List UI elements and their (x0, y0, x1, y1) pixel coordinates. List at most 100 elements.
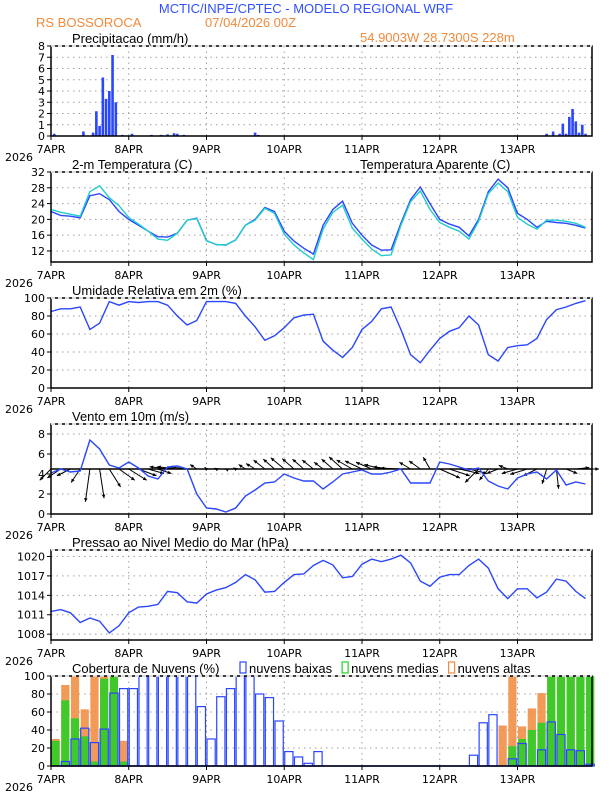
x-year-label: 2026 (5, 151, 33, 164)
x-tick-label: 9APR (192, 269, 221, 282)
y-tick-label: 20 (31, 213, 45, 226)
x-tick-label: 12APR (422, 269, 458, 282)
plot-frame (50, 549, 593, 641)
precip-bar (166, 134, 169, 136)
cloud-bar-nuvens-medias (576, 676, 585, 766)
station-name: RS BOSSOROCA (36, 15, 142, 30)
cloud-bar-nuvens-medias (527, 730, 536, 766)
cloud-bar-nuvens-baixas (216, 696, 226, 767)
x-tick-label: 11APR (344, 143, 380, 156)
cloud-bar-nuvens-baixas (196, 705, 207, 767)
cloud-bar-nuvens-baixas (138, 675, 148, 767)
x-tick-label: 11APR (344, 269, 380, 282)
wind-vector-head (336, 460, 341, 464)
x-tick-label: 10APR (266, 773, 302, 786)
x-tick-label: 10APR (266, 521, 302, 534)
cloud-bar-nuvens-baixas (128, 687, 139, 767)
run-date: 07/04/2026 00Z (205, 15, 296, 30)
wind-vector-head (399, 462, 404, 466)
cloud-bar-nuvens-medias (109, 676, 119, 766)
x-tick-label: 11APR (344, 647, 380, 660)
y-tick-label: 1011 (17, 609, 45, 622)
x-tick-label: 7APR (37, 143, 66, 156)
x-tick-label: 10APR (266, 395, 302, 408)
y-tick-label: 7 (38, 51, 45, 64)
cloud-bar-nuvens-baixas (245, 675, 255, 767)
x-tick-label: 7APR (37, 647, 66, 660)
x-tick-label: 9APR (192, 647, 221, 660)
wind-vector-head (573, 470, 578, 474)
wind-vector-head (465, 472, 470, 477)
x-tick-label: 8APR (114, 647, 143, 660)
precip-bar (95, 111, 98, 136)
wind-vector-head (344, 460, 349, 465)
x-tick-label: 12APR (422, 521, 458, 534)
y-tick-label: 32 (31, 166, 45, 179)
cloud-bar-nuvens-baixas (274, 720, 284, 767)
x-year-label: 2026 (5, 277, 33, 290)
panel-clouds: 0 20 40 60 80 100 7APR 8APR 9APR 10APR 11APR 12APR 1… (5, 661, 595, 792)
series-line-wind (50, 438, 586, 513)
cloud-bar-nuvens-medias (80, 736, 89, 766)
panel-title: Vento em 10m (m/s) (72, 409, 189, 424)
y-tick-label: 5 (38, 74, 45, 87)
x-tick-label: 13APR (500, 647, 536, 660)
x-tick-label: 9APR (192, 521, 221, 534)
x-year-label: 2026 (5, 781, 33, 792)
precip-bar (82, 131, 85, 136)
y-tick-label: 4 (38, 85, 45, 98)
cloud-bar-nuvens-baixas (478, 722, 488, 767)
wind-vector-head (501, 470, 506, 475)
precip-bar (545, 133, 548, 136)
wind-vector-head (142, 476, 147, 481)
y-tick-label: 1008 (17, 628, 45, 641)
cloud-bar-nuvens-baixas (186, 675, 197, 767)
cloud-bar-nuvens-baixas (264, 696, 275, 767)
wind-vector-head (465, 478, 469, 483)
wind-vector-head (486, 470, 491, 474)
wind-vector (439, 468, 461, 479)
precip-bar (114, 102, 118, 136)
y-tick-label: 4 (38, 468, 45, 481)
x-tick-label: 9APR (192, 773, 221, 786)
legend-nuvens-altas: nuvens altas (458, 661, 531, 676)
legend-swatch-nuvens-medias (341, 661, 349, 674)
y-tick-label: 20 (31, 364, 45, 377)
wind-vector-head (510, 471, 515, 475)
x-tick-label: 7APR (37, 395, 66, 408)
wind-vector-head (263, 459, 268, 463)
y-tick-label: 80 (31, 688, 45, 701)
precip-bar (584, 133, 587, 136)
y-tick-label: 0 (38, 130, 45, 143)
y-tick-label: 40 (31, 724, 45, 737)
x-tick-label: 13APR (500, 773, 536, 786)
panel-rh: 0 20 40 60 80 100 7APR 8APR 9APR 10APR 11APR 12APR 1… (5, 283, 593, 416)
y-tick-label: 20 (31, 742, 45, 755)
wind-vector-head (373, 465, 377, 469)
panel-temp: 12 16 20 24 28 32 7APR 8APR 9APR 10APR 11APR 12APR 1… (5, 157, 593, 290)
precip-bar (551, 131, 555, 136)
panel-title: Precipitacao (mm/h) (72, 31, 188, 46)
series-line-temp (50, 178, 586, 256)
cloud-bar-nuvens-medias (547, 676, 556, 766)
header-title: MCTIC/INPE/CPTEC - MODELO REGIONAL WRF (159, 1, 453, 16)
precip-bar (580, 124, 584, 136)
panel-wind: 0 2 4 6 8 7APR 8APR 9APR 10APR 11APR 12APR 13APR 202… (5, 409, 600, 542)
plot-frame (50, 423, 593, 515)
y-tick-label: 2 (38, 108, 45, 121)
legend-apparent-temperature: Temperatura Aparente (C) (360, 157, 510, 172)
x-tick-label: 8APR (114, 143, 143, 156)
cloud-bar-nuvens-altas (119, 740, 128, 766)
wind-vector-head (314, 462, 319, 466)
wind-vector-head (409, 460, 413, 465)
x-tick-label: 7APR (37, 773, 66, 786)
y-tick-label: 80 (31, 310, 45, 323)
precip-bar (108, 91, 111, 136)
x-tick-label: 13APR (500, 269, 536, 282)
cloud-bar-nuvens-medias (70, 718, 80, 766)
x-year-label: 2026 (5, 655, 33, 668)
x-tick-label: 7APR (37, 269, 66, 282)
y-tick-label: 6 (38, 448, 45, 461)
wind-vector (99, 468, 105, 499)
